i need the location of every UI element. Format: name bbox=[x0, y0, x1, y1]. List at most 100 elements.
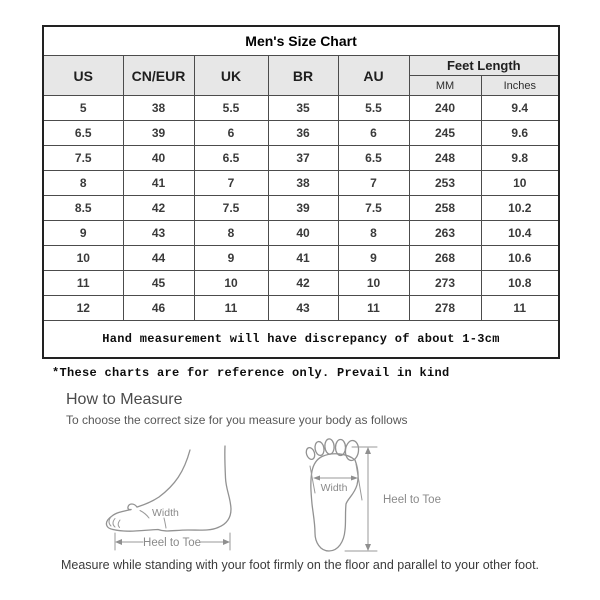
table-title-row: Men's Size Chart bbox=[42, 25, 560, 56]
size-cell: 44 bbox=[122, 245, 195, 271]
size-cell: 43 bbox=[122, 220, 195, 246]
size-cell: 9 bbox=[193, 245, 269, 271]
size-cell: 45 bbox=[122, 270, 195, 296]
size-row: 10 44 9 41 9 268 10.6 bbox=[42, 245, 560, 271]
size-row: 12 46 11 43 11 278 11 bbox=[42, 295, 560, 321]
foot-side-view-diagram: Width Heel to Toe bbox=[105, 445, 232, 551]
size-cell: 10.2 bbox=[480, 195, 560, 221]
size-cell: 41 bbox=[122, 170, 195, 196]
size-cell: 39 bbox=[122, 120, 195, 146]
size-cell: 10.8 bbox=[480, 270, 560, 296]
size-cell: 42 bbox=[122, 195, 195, 221]
size-cell: 5.5 bbox=[337, 95, 410, 121]
size-row: 7.5 40 6.5 37 6.5 248 9.8 bbox=[42, 145, 560, 171]
how-to-measure-subtitle: To choose the correct size for you measu… bbox=[66, 413, 408, 427]
size-table-body: 5 38 5.5 35 5.5 240 9.4 6.5 39 6 36 6 245 9.6 7.5 40 6.5… bbox=[42, 95, 560, 321]
size-cell: 6 bbox=[337, 120, 410, 146]
size-cell: 8.5 bbox=[42, 195, 124, 221]
size-cell: 273 bbox=[408, 270, 482, 296]
table-note-row: Hand measurement will have discrepancy o… bbox=[42, 320, 560, 359]
size-cell: 5.5 bbox=[193, 95, 269, 121]
size-cell: 37 bbox=[267, 145, 339, 171]
size-cell: 11 bbox=[42, 270, 124, 296]
size-cell: 36 bbox=[267, 120, 339, 146]
size-cell: 43 bbox=[267, 295, 339, 321]
size-cell: 7 bbox=[193, 170, 269, 196]
size-cell: 9.4 bbox=[480, 95, 560, 121]
reference-disclaimer: *These charts are for reference only. Pr… bbox=[52, 366, 450, 380]
col-header-mm: MM bbox=[408, 75, 482, 96]
col-header-us: US bbox=[42, 55, 124, 96]
size-cell: 35 bbox=[267, 95, 339, 121]
table-footer: Hand measurement will have discrepancy o… bbox=[42, 320, 560, 359]
size-cell: 7.5 bbox=[337, 195, 410, 221]
size-cell: 6.5 bbox=[42, 120, 124, 146]
size-cell: 6 bbox=[193, 120, 269, 146]
size-cell: 38 bbox=[122, 95, 195, 121]
size-cell: 7 bbox=[337, 170, 410, 196]
size-cell: 12 bbox=[42, 295, 124, 321]
size-cell: 10 bbox=[337, 270, 410, 296]
size-cell: 9 bbox=[42, 220, 124, 246]
size-cell: 8 bbox=[337, 220, 410, 246]
table-title: Men's Size Chart bbox=[42, 25, 560, 56]
size-cell: 10 bbox=[480, 170, 560, 196]
size-cell: 11 bbox=[337, 295, 410, 321]
size-cell: 248 bbox=[408, 145, 482, 171]
size-cell: 9.8 bbox=[480, 145, 560, 171]
col-header-feet-length: Feet Length bbox=[408, 55, 560, 76]
size-cell: 40 bbox=[267, 220, 339, 246]
size-cell: 41 bbox=[267, 245, 339, 271]
size-cell: 258 bbox=[408, 195, 482, 221]
size-row: 5 38 5.5 35 5.5 240 9.4 bbox=[42, 95, 560, 121]
col-header-cn-eur: CN/EUR bbox=[122, 55, 195, 96]
size-cell: 42 bbox=[267, 270, 339, 296]
column-header-row: US CN/EUR UK BR AU Feet Length bbox=[42, 55, 560, 96]
size-cell: 39 bbox=[267, 195, 339, 221]
size-cell: 245 bbox=[408, 120, 482, 146]
size-cell: 7.5 bbox=[193, 195, 269, 221]
size-cell: 46 bbox=[122, 295, 195, 321]
measure-caption: Measure while standing with your foot fi… bbox=[60, 558, 540, 572]
how-to-measure-title: How to Measure bbox=[66, 391, 183, 408]
size-cell: 7.5 bbox=[42, 145, 124, 171]
size-cell: 9 bbox=[337, 245, 410, 271]
size-cell: 10.4 bbox=[480, 220, 560, 246]
sub-header-row: MM Inches bbox=[43, 75, 560, 96]
size-cell: 263 bbox=[408, 220, 482, 246]
size-cell: 268 bbox=[408, 245, 482, 271]
size-row: 6.5 39 6 36 6 245 9.6 bbox=[42, 120, 560, 146]
size-cell: 40 bbox=[122, 145, 195, 171]
size-cell: 5 bbox=[42, 95, 124, 121]
sole-heel-to-toe-label: Heel to Toe bbox=[383, 494, 441, 506]
size-cell: 278 bbox=[408, 295, 482, 321]
size-cell: 10 bbox=[42, 245, 124, 271]
size-cell: 6.5 bbox=[337, 145, 410, 171]
size-row: 11 45 10 42 10 273 10.8 bbox=[42, 270, 560, 296]
size-cell: 8 bbox=[193, 220, 269, 246]
table-note: Hand measurement will have discrepancy o… bbox=[42, 320, 560, 359]
col-header-au: AU bbox=[337, 55, 410, 96]
foot-bottom-view-diagram: Width Heel to Toe bbox=[305, 438, 441, 552]
size-cell: 6.5 bbox=[193, 145, 269, 171]
mens-size-chart-table: Men's Size Chart US CN/EUR UK BR AU Feet… bbox=[42, 25, 561, 359]
size-cell: 9.6 bbox=[480, 120, 560, 146]
size-cell: 38 bbox=[267, 170, 339, 196]
sole-width-label: Width bbox=[321, 482, 348, 494]
size-row: 9 43 8 40 8 263 10.4 bbox=[42, 220, 560, 246]
size-row: 8 41 7 38 7 253 10 bbox=[42, 170, 560, 196]
size-cell: 8 bbox=[42, 170, 124, 196]
size-cell: 11 bbox=[193, 295, 269, 321]
table-header: Men's Size Chart US CN/EUR UK BR AU Feet… bbox=[42, 25, 560, 96]
col-header-br: BR bbox=[267, 55, 339, 96]
side-width-label: Width bbox=[152, 507, 179, 519]
size-cell: 240 bbox=[408, 95, 482, 121]
size-cell: 10.6 bbox=[480, 245, 560, 271]
size-row: 8.5 42 7.5 39 7.5 258 10.2 bbox=[42, 195, 560, 221]
size-cell: 10 bbox=[193, 270, 269, 296]
side-heel-to-toe-label: Heel to Toe bbox=[143, 537, 201, 549]
col-header-uk: UK bbox=[193, 55, 269, 96]
size-cell: 11 bbox=[480, 295, 560, 321]
size-cell: 253 bbox=[408, 170, 482, 196]
